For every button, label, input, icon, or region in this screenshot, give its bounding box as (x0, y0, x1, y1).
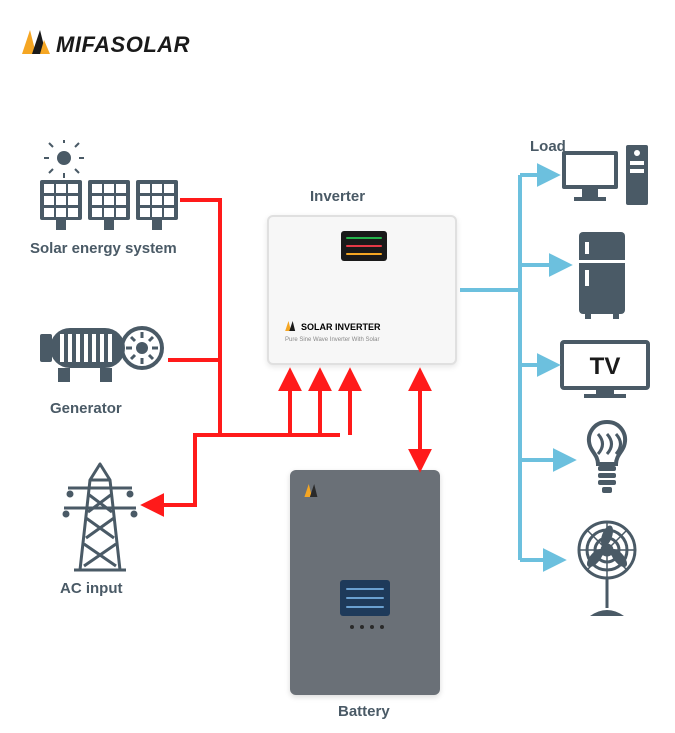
battery-buttons (350, 625, 384, 629)
computer-icon (560, 145, 650, 215)
inverter-subtitle: Pure Sine Wave Inverter With Solar (285, 337, 379, 343)
solar-panel-icon (40, 140, 180, 235)
inverter-device: SOLAR INVERTER Pure Sine Wave Inverter W… (267, 215, 457, 365)
inverter-display (341, 231, 387, 261)
inverter-brand-row: SOLAR INVERTER (285, 321, 381, 333)
ac-tower-icon (60, 460, 140, 575)
generator-icon (40, 310, 165, 390)
battery-label: Battery (338, 703, 390, 720)
lightbulb-icon (580, 420, 635, 510)
tv-text: TV (590, 353, 621, 380)
battery-brand-mark (304, 484, 320, 502)
generator-label: Generator (50, 400, 122, 417)
solar-label: Solar energy system (30, 240, 177, 257)
battery-device (290, 470, 440, 695)
ac-input-label: AC input (60, 580, 122, 597)
brand-logo: MIFASOLAR (22, 30, 190, 59)
brand-logo-mark (22, 30, 50, 59)
brand-name: MIFASOLAR (56, 32, 190, 58)
diagram-stage: MIFASOLAR Inverter Battery Solar energy … (0, 0, 675, 733)
inverter-brand-text: SOLAR INVERTER (301, 322, 381, 332)
fridge-icon (575, 230, 630, 320)
inverter-label: Inverter (310, 188, 365, 205)
battery-display (340, 580, 390, 616)
inverter-brand-mark (285, 321, 297, 333)
fan-icon (570, 520, 645, 620)
tv-icon: TV (560, 340, 650, 400)
